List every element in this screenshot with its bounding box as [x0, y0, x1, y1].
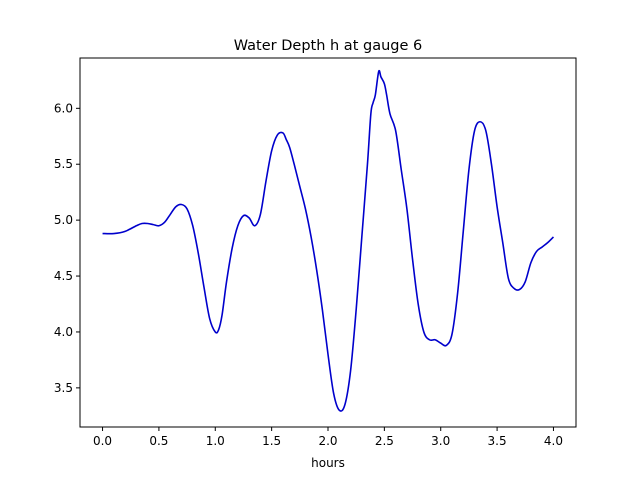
- axes-frame: [79, 57, 577, 428]
- x-tick-label: 1.0: [206, 434, 225, 448]
- x-axis-label: hours: [311, 456, 345, 470]
- y-tick-label: 4.0: [54, 325, 73, 339]
- x-tick-label: 2.5: [375, 434, 394, 448]
- y-tick-label: 5.5: [54, 157, 73, 171]
- chart-title: Water Depth h at gauge 6: [234, 38, 422, 54]
- y-tick-label: 5.0: [54, 213, 73, 227]
- plot-area: [102, 69, 555, 412]
- x-axis: 0.0 0.5 1.0 1.5 2.0 2.5 3.0 3.5 4.0: [93, 427, 563, 448]
- y-tick-label: 4.5: [54, 269, 73, 283]
- x-tick-label: 3.0: [431, 434, 450, 448]
- x-tick-label: 0.5: [149, 434, 168, 448]
- y-tick-label: 6.0: [54, 101, 73, 115]
- x-tick-label: 1.5: [262, 434, 281, 448]
- x-tick-label: 3.5: [488, 434, 507, 448]
- y-axis: 3.5 4.0 4.5 5.0 5.5 6.0: [54, 101, 80, 395]
- x-tick-label: 0.0: [93, 434, 112, 448]
- x-tick-label: 4.0: [544, 434, 563, 448]
- series-line: [102, 69, 555, 412]
- y-tick-label: 3.5: [54, 381, 73, 395]
- x-tick-label: 2.0: [318, 434, 337, 448]
